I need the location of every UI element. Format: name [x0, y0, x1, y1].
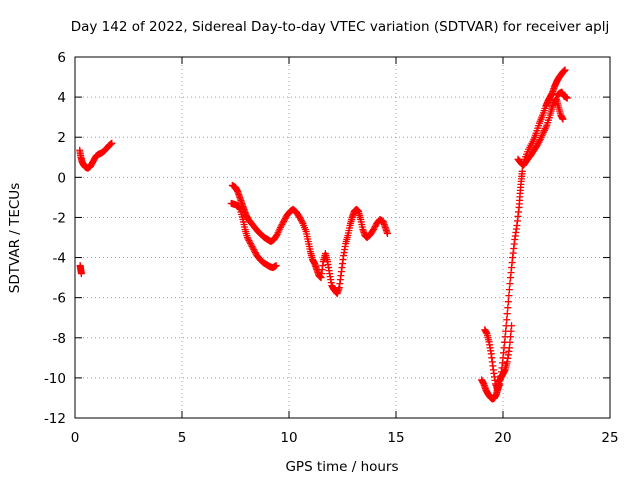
y-tick-label: 4	[57, 90, 66, 106]
data-point	[246, 238, 254, 246]
data-point	[370, 224, 378, 232]
data-point	[504, 298, 512, 306]
data-point	[503, 316, 511, 324]
data-point	[535, 138, 543, 146]
chart-title: Day 142 of 2022, Sidereal Day-to-day VTE…	[71, 19, 610, 35]
ticks: -12 -10 -8 -6 -4 -2 0 2 4 6 0 5 10 15 20 25	[44, 50, 619, 446]
data-point	[505, 286, 513, 294]
data-point	[536, 137, 544, 145]
x-tick-label: 25	[601, 430, 618, 446]
data-point	[272, 262, 280, 270]
data-point	[243, 234, 251, 241]
data-point	[504, 304, 512, 312]
data-point	[518, 167, 526, 175]
data-point	[280, 216, 288, 224]
data-point	[77, 270, 85, 278]
y-tick-label: -10	[44, 371, 66, 387]
data-point	[370, 225, 378, 233]
x-tick-label: 10	[280, 430, 297, 446]
y-tick-label: -4	[53, 251, 66, 267]
data-point	[371, 222, 379, 230]
y-tick-label: -8	[53, 331, 66, 347]
data-point	[383, 229, 391, 237]
plot-frame	[74, 56, 611, 419]
data-point	[503, 310, 511, 318]
data-point	[279, 219, 287, 227]
data-point	[249, 244, 257, 252]
data-point	[245, 237, 253, 245]
data-point	[250, 246, 258, 254]
data-point	[298, 218, 306, 226]
y-axis-label: SDTVAR / TECUs	[7, 183, 23, 293]
data-point	[277, 222, 285, 230]
x-axis-label: GPS time / hours	[285, 459, 398, 475]
x-tick-label: 15	[387, 430, 404, 446]
data-point	[247, 241, 255, 249]
data-point	[297, 216, 305, 224]
data-point	[502, 322, 510, 330]
data-point	[108, 139, 116, 147]
data-point	[561, 66, 569, 74]
data-point	[246, 240, 254, 248]
data-point	[296, 213, 304, 221]
data-point	[244, 235, 252, 243]
data-point	[559, 115, 567, 123]
data-points	[76, 66, 571, 403]
y-tick-label: -2	[53, 210, 66, 226]
x-tick-label: 0	[71, 430, 80, 446]
data-point	[278, 220, 286, 228]
data-point	[248, 243, 256, 251]
x-tick-label: 5	[178, 430, 187, 446]
y-tick-label: 2	[57, 130, 66, 146]
data-point	[297, 215, 305, 223]
data-point	[506, 280, 514, 288]
y-tick-label: -12	[44, 411, 66, 427]
y-tick-label: -6	[53, 291, 66, 307]
data-point	[272, 232, 280, 240]
grid	[75, 57, 610, 418]
data-point	[250, 247, 258, 255]
data-point	[281, 214, 289, 222]
data-point	[251, 249, 259, 257]
data-point	[505, 292, 513, 300]
data-point	[533, 141, 541, 149]
data-point	[280, 217, 288, 225]
data-point	[534, 140, 542, 148]
y-tick-label: 0	[57, 170, 66, 186]
x-tick-label: 20	[494, 430, 511, 446]
data-point	[563, 94, 571, 102]
data-point	[276, 223, 284, 231]
y-tick-label: 6	[57, 50, 66, 66]
